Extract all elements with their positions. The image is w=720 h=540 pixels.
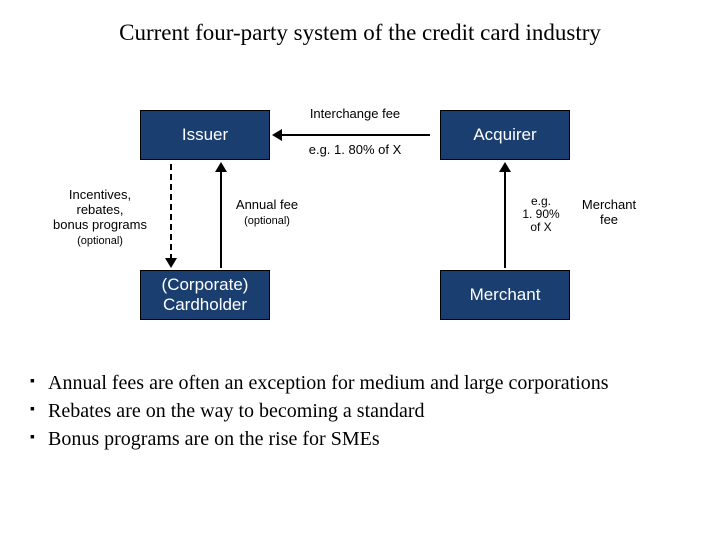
label-merchant-eg-l2: 1. 90% (522, 207, 559, 221)
label-incentives-l3: bonus programs (53, 217, 147, 232)
arrow-incentives-head (165, 258, 177, 268)
list-item: Rebates are on the way to becoming a sta… (30, 398, 690, 424)
arrow-interchange-head (272, 129, 282, 141)
four-party-diagram: Issuer Acquirer (Corporate) Cardholder M… (0, 80, 720, 350)
arrow-annual-fee-head (215, 162, 227, 172)
label-interchange-fee: Interchange fee (290, 106, 420, 121)
arrow-annual-fee (220, 172, 222, 268)
label-interchange-eg: e.g. 1. 80% of X (290, 142, 420, 157)
node-cardholder-label: (Corporate) Cardholder (141, 275, 269, 315)
label-merchant-eg: e.g. 1. 90% of X (516, 195, 566, 235)
page-title: Current four-party system of the credit … (0, 20, 720, 46)
notes-list: Annual fees are often an exception for m… (30, 370, 690, 454)
node-merchant-label: Merchant (470, 285, 541, 305)
label-merchant-eg-l1: e.g. (531, 194, 551, 208)
label-merchant-fee: Merchant fee (574, 198, 644, 228)
node-merchant: Merchant (440, 270, 570, 320)
label-annual-fee: Annual fee (optional) (232, 198, 302, 228)
node-issuer-label: Issuer (182, 125, 228, 145)
node-acquirer: Acquirer (440, 110, 570, 160)
arrow-incentives (170, 164, 172, 260)
node-issuer: Issuer (140, 110, 270, 160)
arrow-interchange (280, 134, 430, 136)
label-incentives-opt: (optional) (77, 235, 123, 247)
node-cardholder: (Corporate) Cardholder (140, 270, 270, 320)
arrow-merchant-fee-head (499, 162, 511, 172)
label-merchant-eg-l3: of X (530, 220, 551, 234)
label-incentives: Incentives, rebates, bonus programs (opt… (45, 188, 155, 248)
label-annual-fee-opt: (optional) (244, 215, 290, 227)
label-incentives-l2: rebates, (77, 202, 124, 217)
arrow-merchant-fee (504, 172, 506, 268)
node-acquirer-label: Acquirer (473, 125, 536, 145)
label-incentives-l1: Incentives, (69, 187, 131, 202)
list-item: Annual fees are often an exception for m… (30, 370, 690, 396)
label-annual-fee-l1: Annual fee (236, 197, 298, 212)
list-item: Bonus programs are on the rise for SMEs (30, 426, 690, 452)
